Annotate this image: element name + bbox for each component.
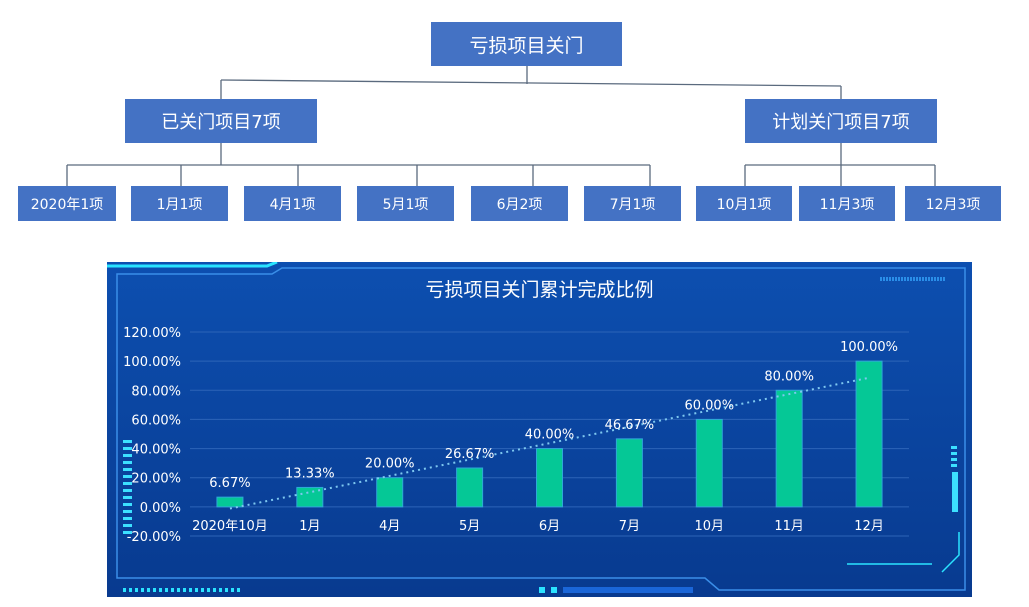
y-tick-label: 40.00% (131, 443, 181, 458)
org-leaf-jan: 1月1项 (131, 186, 228, 221)
org-leaf-2020: 2020年1项 (18, 186, 116, 221)
x-tick-label: 5月 (459, 519, 480, 534)
org-connector-lines (66, 66, 936, 186)
x-tick-label: 11月 (774, 519, 804, 534)
org-leaf-jul: 7月1项 (584, 186, 681, 221)
data-label: 13.33% (285, 466, 335, 481)
trendline (229, 376, 870, 510)
x-tick-label: 6月 (539, 519, 560, 534)
x-tick-label: 1月 (299, 519, 320, 534)
data-label: 100.00% (840, 340, 898, 355)
chart-canvas: 120.00% 100.00% 80.00% 60.00% 40.00% 20.00% 0.… (107, 262, 972, 597)
x-tick-label: 2020年10月 (192, 519, 268, 534)
x-tick-label: 12月 (854, 519, 884, 534)
bar (695, 418, 723, 508)
chart-title: 亏损项目关门累计完成比例 (425, 279, 654, 301)
data-label: 46.67% (605, 418, 655, 433)
org-leaf-may: 5月1项 (357, 186, 454, 221)
data-label: 26.67% (445, 447, 495, 462)
org-root-node: 亏损项目关门 (431, 22, 622, 66)
x-tick-label: 7月 (619, 519, 640, 534)
y-tick-label: 0.00% (140, 501, 181, 516)
bar (855, 360, 883, 508)
org-node-closed: 已关门项目7项 (125, 99, 317, 143)
y-tick-label: 80.00% (131, 384, 181, 399)
bar (615, 438, 643, 508)
org-chart: 亏损项目关门 已关门项目7项 计划关门项目7项 2020年1项 1月1项 4月1… (0, 0, 1029, 240)
y-tick-label: 120.00% (123, 326, 181, 341)
x-tick-label: 10月 (695, 519, 725, 534)
bar (775, 389, 803, 508)
org-leaf-oct: 10月1项 (696, 186, 792, 221)
y-tick-label: 60.00% (131, 413, 181, 428)
panel-frame (107, 262, 966, 593)
bar (216, 496, 244, 508)
org-leaf-jun: 6月2项 (471, 186, 568, 221)
bar (376, 477, 404, 508)
data-label: 80.00% (764, 369, 814, 384)
bar (536, 448, 563, 508)
chart-panel-background (107, 262, 972, 597)
org-leaf-nov: 11月3项 (799, 186, 895, 221)
x-tick-label: 4月 (379, 519, 400, 534)
org-node-planned: 计划关门项目7项 (745, 99, 937, 143)
bar (456, 467, 484, 508)
y-tick-label: 20.00% (131, 472, 181, 487)
org-leaf-apr: 4月1项 (244, 186, 341, 221)
data-label: 40.00% (525, 428, 575, 443)
y-tick-label: 100.00% (123, 355, 181, 370)
data-label: 20.00% (365, 457, 415, 472)
chart-panel: 120.00% 100.00% 80.00% 60.00% 40.00% 20.00% 0.… (107, 262, 972, 597)
data-label: 60.00% (684, 398, 734, 413)
data-label: 6.67% (209, 476, 250, 491)
org-leaf-dec: 12月3项 (905, 186, 1001, 221)
y-tick-label: -20.00% (127, 530, 181, 545)
bar (296, 486, 324, 508)
